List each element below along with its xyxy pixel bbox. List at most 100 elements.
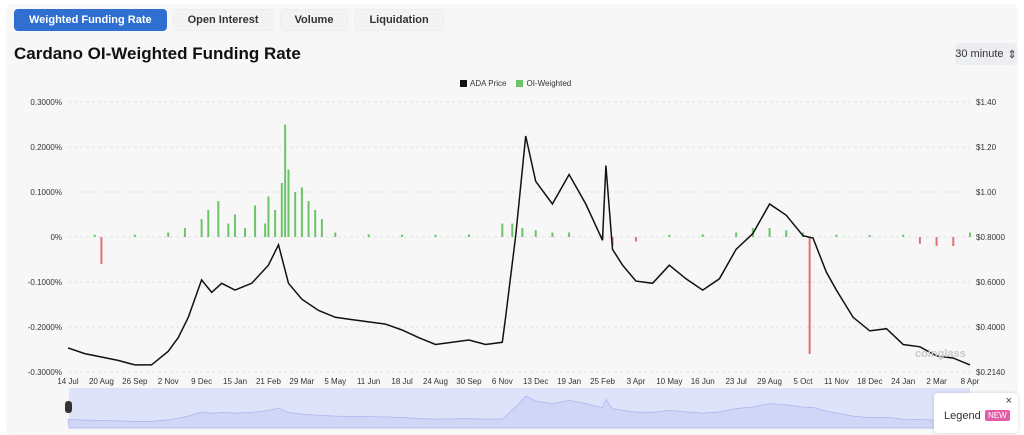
- navigator-handle[interactable]: [65, 401, 72, 413]
- funding-bar: [274, 210, 277, 237]
- chart-panel: [6, 4, 1018, 435]
- funding-bar: [551, 232, 554, 237]
- funding-bar: [183, 228, 186, 237]
- funding-bar: [100, 237, 103, 264]
- tab-liquidation[interactable]: Liquidation: [354, 9, 444, 31]
- funding-bar: [93, 234, 96, 237]
- x-axis-tick: 21 Feb: [256, 377, 281, 386]
- x-axis-tick: 19 Jan: [557, 377, 581, 386]
- funding-bar: [284, 124, 287, 237]
- interval-value: 30 minute: [955, 48, 1004, 60]
- funding-bar: [244, 228, 247, 237]
- funding-bar: [952, 237, 955, 246]
- right-axis-tick: $0.8000: [976, 233, 1005, 242]
- x-axis-tick: 11 Nov: [824, 377, 849, 386]
- x-axis-tick: 16 Jun: [691, 377, 715, 386]
- funding-bar: [234, 214, 237, 237]
- interval-select[interactable]: 30 minute ⇕: [955, 43, 1017, 65]
- x-axis-tick: 5 Oct: [793, 377, 813, 386]
- page-title: Cardano OI-Weighted Funding Rate: [14, 44, 301, 63]
- funding-bar: [568, 232, 571, 237]
- x-axis-tick: 5 May: [324, 377, 346, 386]
- funding-bar: [534, 230, 537, 237]
- funding-bar: [902, 234, 905, 237]
- x-axis-tick: 2 Mar: [926, 377, 947, 386]
- funding-bar: [835, 234, 838, 237]
- funding-bar: [808, 237, 811, 354]
- watermark: coinglass: [915, 348, 966, 360]
- funding-bar: [207, 210, 210, 237]
- funding-bar: [294, 192, 297, 237]
- funding-bar: [367, 234, 370, 237]
- funding-bar: [768, 228, 771, 237]
- left-axis-tick: 0.2000%: [30, 143, 62, 152]
- legend-button-label: Legend: [944, 410, 981, 422]
- funding-bar: [287, 169, 290, 237]
- funding-bar: [868, 235, 871, 237]
- legend-popup[interactable]: × Legend NEW: [934, 393, 1018, 433]
- x-axis-tick: 26 Sep: [122, 377, 148, 386]
- price-line: [67, 135, 971, 366]
- left-axis-tick: -0.1000%: [28, 278, 62, 287]
- x-axis-tick: 11 Jun: [357, 377, 380, 386]
- x-axis-tick: 3 Apr: [627, 377, 646, 386]
- x-axis-tick: 30 Sep: [456, 377, 482, 386]
- funding-bar: [434, 234, 437, 237]
- legend-item-funding[interactable]: OI-Weighted: [516, 79, 571, 88]
- right-axis-tick: $0.2140: [976, 368, 1005, 377]
- funding-bar: [320, 219, 323, 237]
- funding-bar: [735, 232, 738, 237]
- new-badge: NEW: [985, 410, 1010, 421]
- x-axis-tick: 23 Jul: [725, 377, 747, 386]
- left-axis-tick: -0.2000%: [28, 323, 62, 332]
- right-axis-tick: $0.4000: [976, 323, 1005, 332]
- right-axis-tick: $0.6000: [976, 278, 1005, 287]
- funding-bar: [217, 201, 220, 237]
- x-axis-tick: 24 Jan: [891, 377, 915, 386]
- tab-bar: Weighted Funding Rate Open Interest Volu…: [14, 9, 444, 31]
- funding-bar: [467, 234, 470, 237]
- x-axis-tick: 10 May: [656, 377, 682, 386]
- x-axis-tick: 18 Dec: [857, 377, 882, 386]
- x-axis-tick: 13 Dec: [523, 377, 548, 386]
- x-axis-tick: 20 Aug: [89, 377, 114, 386]
- right-axis-tick: $1.00: [976, 188, 997, 197]
- close-icon[interactable]: ×: [1005, 395, 1012, 407]
- x-axis-tick: 9 Dec: [191, 377, 212, 386]
- funding-bar: [300, 187, 303, 237]
- x-axis-tick: 29 Aug: [757, 377, 782, 386]
- funding-bar: [969, 232, 971, 237]
- funding-bar: [935, 237, 938, 246]
- x-axis-tick: 18 Jul: [391, 377, 413, 386]
- funding-bar: [267, 196, 270, 237]
- funding-bar: [254, 205, 257, 237]
- funding-bar: [785, 230, 788, 237]
- x-axis-tick: 6 Nov: [492, 377, 513, 386]
- left-axis-tick: 0.1000%: [30, 188, 62, 197]
- tab-weighted-funding-rate[interactable]: Weighted Funding Rate: [14, 9, 167, 31]
- funding-bar: [200, 219, 203, 237]
- funding-bar: [511, 223, 514, 237]
- right-axis-tick: $1.40: [976, 98, 997, 107]
- legend-item-price[interactable]: ADA Price: [460, 79, 506, 88]
- funding-bar: [133, 234, 136, 237]
- x-axis-tick: 15 Jan: [223, 377, 247, 386]
- tab-open-interest[interactable]: Open Interest: [172, 9, 274, 31]
- funding-bar: [227, 223, 230, 237]
- legend-label: OI-Weighted: [526, 79, 572, 88]
- funding-bar: [521, 228, 524, 237]
- funding-bar: [668, 234, 671, 237]
- legend-label: ADA Price: [470, 79, 507, 88]
- x-axis-tick: 25 Feb: [590, 377, 615, 386]
- left-axis-tick: 0.3000%: [30, 98, 62, 107]
- navigator-series: [67, 395, 971, 429]
- funding-bar: [501, 223, 504, 237]
- x-axis-tick: 24 Aug: [423, 377, 448, 386]
- funding-bar: [334, 232, 337, 237]
- x-axis-tick: 29 Mar: [289, 377, 314, 386]
- tab-volume[interactable]: Volume: [279, 9, 349, 31]
- funding-bar: [634, 237, 637, 242]
- funding-bar: [167, 232, 170, 237]
- funding-bar: [701, 234, 704, 237]
